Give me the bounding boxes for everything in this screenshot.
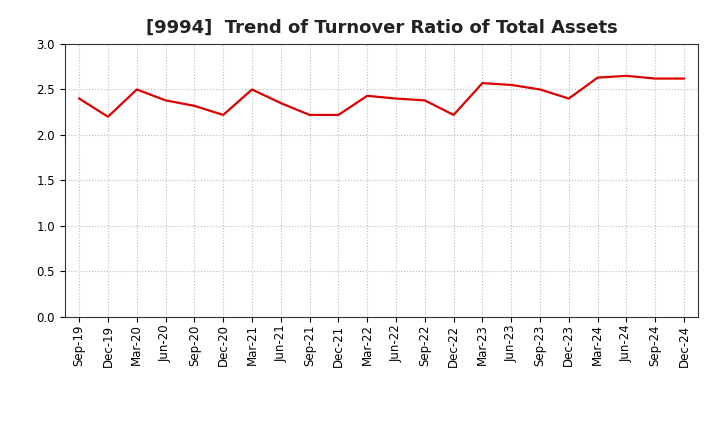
Title: [9994]  Trend of Turnover Ratio of Total Assets: [9994] Trend of Turnover Ratio of Total … <box>145 19 618 37</box>
